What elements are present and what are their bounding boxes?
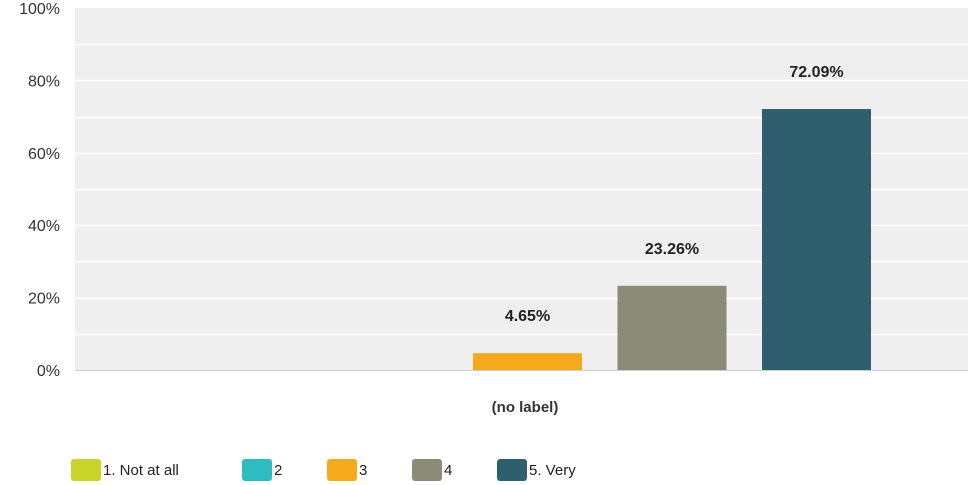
legend: 1. Not at all 2 3 4 5. Very <box>71 459 576 481</box>
legend-label: 4 <box>444 462 452 479</box>
legend-label: 2 <box>274 462 282 479</box>
legend-label: 3 <box>359 462 367 479</box>
data-label: 4.65% <box>505 308 550 325</box>
y-tick-label: 0% <box>37 363 60 380</box>
data-label: 72.09% <box>789 64 843 81</box>
bars <box>473 109 871 370</box>
y-axis-ticks: 0% 20% 40% 60% 80% 100% <box>19 1 60 380</box>
legend-swatch <box>412 459 442 481</box>
y-tick-label: 40% <box>28 218 60 235</box>
legend-swatch <box>497 459 527 481</box>
bar-4 <box>617 285 727 370</box>
legend-label: 5. Very <box>529 462 576 479</box>
legend-swatch <box>242 459 272 481</box>
y-tick-label: 80% <box>28 73 60 90</box>
y-tick-label: 100% <box>19 1 60 18</box>
legend-label: 1. Not at all <box>103 462 179 479</box>
x-category-label: (no label) <box>492 399 559 416</box>
bar-3 <box>473 353 582 370</box>
value-labels: 4.65% 23.26% 72.09% <box>505 64 844 325</box>
legend-swatch <box>71 459 101 481</box>
data-label: 23.26% <box>645 241 699 258</box>
y-tick-label: 20% <box>28 291 60 308</box>
y-tick-label: 60% <box>28 146 60 163</box>
bar-5 <box>762 109 871 370</box>
legend-swatch <box>327 459 357 481</box>
